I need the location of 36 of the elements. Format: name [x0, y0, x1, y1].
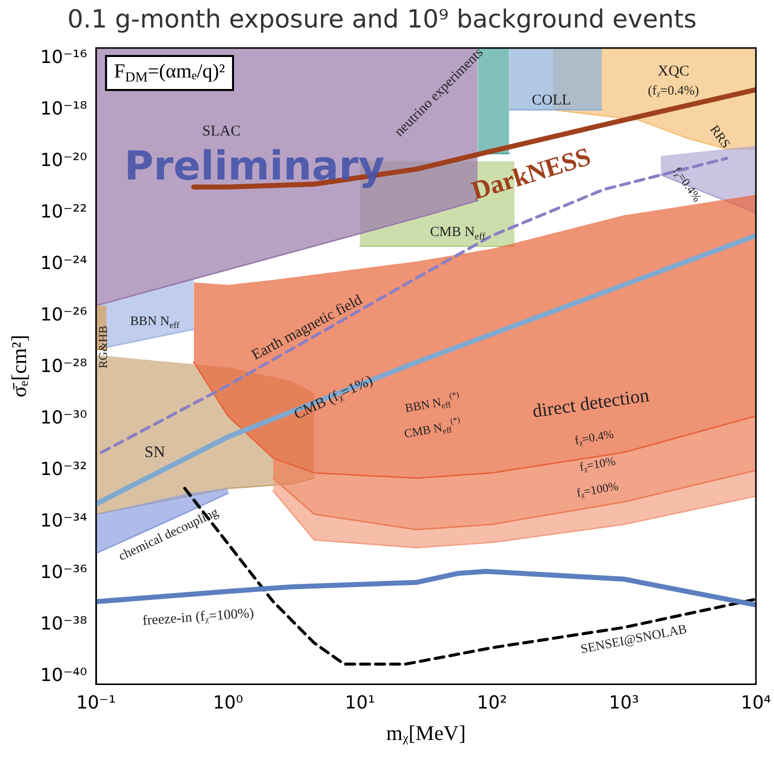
annotation: RG&HB: [96, 326, 110, 368]
annotation: BBN Neff(*): [404, 390, 460, 416]
y-tick-label: 10⁻²⁶: [40, 304, 88, 326]
annotation: SN: [144, 444, 166, 461]
y-tick-label: 10⁻³²: [40, 459, 88, 480]
y-tick-label: 10⁻¹⁸: [40, 98, 88, 120]
x-tick-label: 10⁻¹: [76, 692, 116, 714]
x-axis-title: mᵪ[MeV]: [386, 720, 466, 745]
annotation: (fᵪ=0.4%): [648, 82, 699, 98]
annotation: COLL: [532, 92, 571, 109]
y-tick-label: 10⁻³⁰: [40, 408, 88, 429]
y-tick-label: 10⁻²⁰: [40, 150, 88, 171]
annotation: CMB Neff(*): [403, 415, 461, 441]
chart-title: 0.1 g-month exposure and 10⁹ background events: [67, 4, 697, 34]
annotation: Preliminary: [124, 143, 385, 190]
annotation: direct detection: [531, 385, 652, 422]
annotation: fᵪ=0.4%: [574, 426, 615, 448]
y-tick-label: 10⁻⁴⁰: [40, 665, 88, 686]
annotation: freeze-in (fᵪ=100%): [142, 606, 255, 629]
x-tick-label: 10⁰: [212, 692, 244, 714]
y-tick-label: 10⁻³⁸: [40, 614, 88, 635]
annotation: fᵪ=10%: [578, 454, 616, 474]
x-tick-label: 10²: [476, 692, 508, 714]
x-tick-label: 10⁴: [740, 692, 771, 714]
y-tick-label: 10⁻²²: [40, 201, 88, 222]
x-tick-label: 10¹: [344, 692, 376, 714]
annotation: XQC: [658, 63, 690, 80]
annotation: SLAC: [202, 123, 241, 140]
annotation: fᵪ=100%: [575, 478, 620, 500]
y-tick-label: 10⁻³⁶: [40, 562, 88, 584]
y-tick-label: 10⁻¹⁶: [40, 46, 88, 68]
y-tick-label: 10⁻³⁴: [40, 510, 88, 532]
x-tick-label: 10³: [608, 692, 640, 714]
y-tick-label: 10⁻²⁸: [40, 356, 88, 378]
y-tick-label: 10⁻²⁴: [40, 252, 88, 274]
y-axis-title: σ̄ₑ[cm²]: [7, 334, 32, 398]
